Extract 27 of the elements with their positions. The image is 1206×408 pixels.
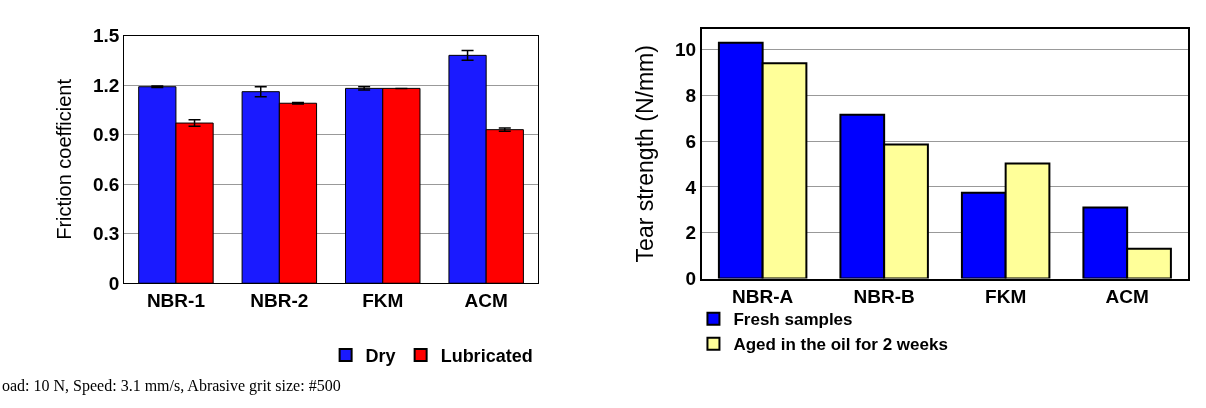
y-tick-label: 1.2	[93, 74, 120, 96]
y-tick-label: 2	[685, 222, 697, 244]
y-axis-title: Friction coefficient	[53, 78, 76, 240]
y-tick-label: 0	[685, 268, 697, 290]
y-tick-label: 0.3	[93, 223, 120, 245]
legend-label: Fresh samples	[733, 310, 853, 330]
x-tick-label: FKM	[362, 290, 404, 312]
x-tick-label: FKM	[985, 286, 1027, 308]
legend-label: Dry	[365, 346, 396, 366]
y-axis-title: Tear strength (N/mm)	[631, 45, 658, 263]
legend-label: Lubricated	[440, 346, 533, 366]
x-tick-label: NBR-B	[853, 286, 915, 308]
y-tick-label: 4	[685, 176, 697, 198]
y-tick-label: 1.5	[93, 25, 120, 47]
x-tick-label: ACM	[464, 290, 508, 312]
x-tick-label: NBR-A	[732, 286, 794, 308]
legend-label: Aged in the oil for 2 weeks	[733, 335, 948, 355]
y-tick-label: 0.9	[93, 124, 120, 146]
y-tick-label: 0	[108, 272, 120, 294]
x-tick-label: NBR-2	[250, 290, 309, 312]
y-tick-label: 10	[674, 39, 697, 61]
x-tick-label: NBR-1	[146, 290, 206, 312]
text: oad: 10 N, Speed: 3.1 mm/s, Abrasive grit size: #500	[2, 377, 341, 395]
x-tick-label: ACM	[1105, 286, 1149, 308]
y-tick-label: 8	[685, 85, 697, 107]
y-tick-label: 6	[685, 130, 697, 152]
y-tick-label: 0.6	[93, 173, 120, 195]
